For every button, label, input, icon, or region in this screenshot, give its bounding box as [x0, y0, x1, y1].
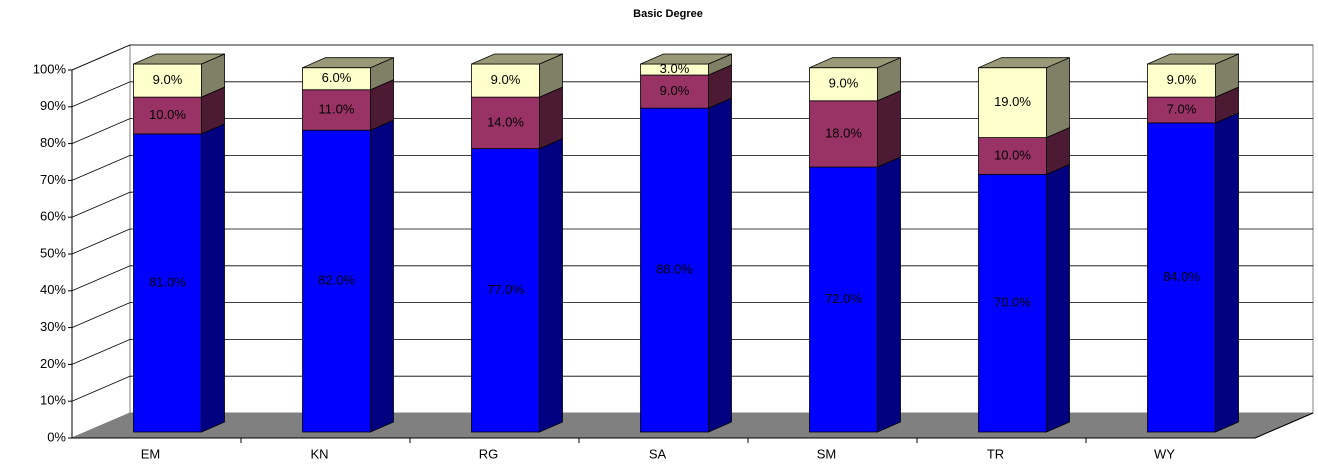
bar-top	[1147, 53, 1239, 65]
y-tick-label: 80%	[40, 135, 66, 150]
chart-title: Basic Degree	[633, 8, 703, 20]
data-label: 9.0%	[829, 76, 859, 91]
bar	[133, 133, 202, 433]
bar-side	[201, 123, 225, 433]
x-tick-label: SM	[817, 446, 837, 461]
bar	[809, 67, 878, 102]
x-tick-label: KN	[310, 446, 328, 461]
bar-top	[809, 57, 901, 69]
data-label: 10.0%	[994, 147, 1031, 162]
data-label: 9.0%	[491, 72, 521, 87]
data-label: 18.0%	[825, 125, 862, 140]
data-label: 88.0%	[656, 262, 693, 277]
grid-line	[71, 339, 131, 365]
data-label: 9.0%	[660, 83, 690, 98]
bar-side	[708, 97, 732, 433]
bar-top	[471, 53, 563, 65]
y-tick-label: 60%	[40, 209, 66, 224]
bar	[133, 63, 202, 98]
bar-side	[877, 156, 901, 433]
bar	[809, 166, 878, 433]
data-label: 9.0%	[1167, 72, 1197, 87]
grid-line	[71, 44, 131, 71]
bar-side	[1215, 112, 1239, 433]
bar-top	[640, 53, 732, 65]
x-tick-label: TR	[987, 446, 1004, 461]
data-label: 70.0%	[994, 295, 1031, 310]
data-label: 3.0%	[660, 61, 690, 76]
grid-line	[71, 228, 131, 255]
data-label: 72.0%	[825, 291, 862, 306]
data-label: 10.0%	[149, 107, 186, 122]
y-tick-label: 70%	[40, 172, 66, 187]
data-label: 19.0%	[994, 94, 1031, 109]
data-label: 84.0%	[1163, 269, 1200, 284]
bar	[471, 148, 540, 433]
y-tick-label: 40%	[40, 282, 66, 297]
x-tick-label: EM	[141, 446, 161, 461]
y-tick-label: 30%	[40, 319, 66, 334]
y-tick-label: 90%	[40, 98, 66, 113]
bar	[978, 173, 1047, 433]
bar	[471, 96, 540, 150]
bar	[1147, 63, 1216, 98]
grid-line	[71, 118, 131, 144]
bar-side	[877, 90, 901, 168]
data-label: 14.0%	[487, 114, 524, 129]
bar	[978, 67, 1047, 138]
grid-line	[71, 191, 131, 218]
bar	[640, 74, 709, 109]
grid-line	[71, 302, 131, 328]
bar-side	[370, 119, 394, 433]
data-label: 6.0%	[322, 70, 352, 85]
grid-line	[71, 375, 131, 402]
x-tick-label: RG	[479, 446, 499, 461]
grid-line	[71, 265, 131, 292]
data-label: 9.0%	[153, 72, 183, 87]
y-tick-label: 20%	[40, 356, 66, 371]
data-label: 81.0%	[149, 274, 186, 289]
bar	[978, 137, 1047, 175]
bar-top	[978, 57, 1070, 69]
bar-top	[133, 53, 225, 65]
data-label: 7.0%	[1167, 101, 1197, 116]
grid-line	[71, 155, 131, 181]
bar	[302, 129, 371, 433]
bar-side	[1046, 57, 1070, 139]
data-label: 82.0%	[318, 273, 355, 288]
bar-side	[539, 86, 563, 150]
bar	[1147, 96, 1216, 124]
bar	[302, 89, 371, 131]
bar-top	[302, 57, 394, 69]
grid-line	[71, 81, 131, 108]
x-axis-depth	[1254, 412, 1314, 439]
bar-side	[1046, 163, 1070, 433]
y-tick-label: 100%	[33, 61, 67, 76]
bar	[133, 96, 202, 135]
data-label: 77.0%	[487, 282, 524, 297]
y-tick-label: 10%	[40, 393, 66, 408]
bar-side	[539, 138, 563, 433]
x-tick-label: WY	[1154, 446, 1175, 461]
bar	[1147, 122, 1216, 433]
x-tick-label: SA	[649, 446, 667, 461]
data-label: 11.0%	[319, 101, 355, 116]
y-tick-label: 50%	[40, 245, 66, 260]
y-tick-label: 0%	[47, 429, 66, 444]
